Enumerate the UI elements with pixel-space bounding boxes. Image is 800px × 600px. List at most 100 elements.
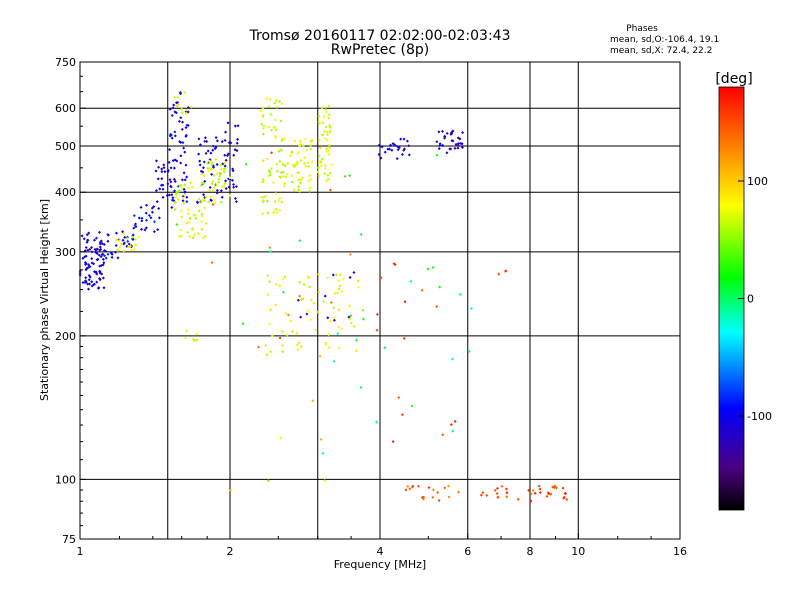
data-point xyxy=(340,327,344,331)
x-tick-label: 2 xyxy=(227,545,234,558)
data-point xyxy=(133,244,137,248)
data-point xyxy=(450,139,454,143)
data-point xyxy=(456,146,460,150)
data-point xyxy=(359,385,363,389)
data-point xyxy=(320,157,324,161)
data-point xyxy=(500,484,504,488)
data-point xyxy=(295,343,299,347)
data-point xyxy=(327,153,331,157)
data-point xyxy=(106,233,110,237)
data-point xyxy=(87,278,91,282)
data-point xyxy=(479,493,483,497)
data-point xyxy=(92,270,96,274)
data-point xyxy=(140,219,144,223)
data-point xyxy=(317,174,321,178)
data-point xyxy=(167,160,171,164)
data-point xyxy=(223,161,227,165)
data-point xyxy=(319,164,323,168)
data-point xyxy=(273,134,277,138)
data-point xyxy=(94,236,98,240)
data-point xyxy=(308,174,312,178)
data-point xyxy=(264,344,268,348)
data-point xyxy=(327,113,331,117)
data-point xyxy=(460,142,464,146)
data-point xyxy=(199,200,203,204)
data-point xyxy=(215,191,219,195)
data-point xyxy=(332,318,336,322)
data-point xyxy=(144,203,148,207)
data-point xyxy=(269,166,273,170)
data-point xyxy=(395,157,399,161)
data-point xyxy=(224,179,228,183)
data-point xyxy=(202,174,206,178)
data-point xyxy=(316,310,320,314)
data-point xyxy=(194,216,198,220)
data-point xyxy=(290,150,294,154)
y-axis-ticks: 75 100 200 300 400 500 600 750 xyxy=(55,56,86,546)
data-point xyxy=(232,153,236,157)
data-point xyxy=(209,195,213,199)
data-point xyxy=(461,131,465,135)
data-point xyxy=(133,237,137,241)
data-point xyxy=(87,273,91,277)
data-point xyxy=(183,178,187,182)
data-point xyxy=(300,298,304,302)
data-point xyxy=(310,160,314,164)
data-point xyxy=(279,436,283,440)
data-point xyxy=(236,137,240,141)
data-point xyxy=(209,198,213,202)
data-point xyxy=(114,238,118,242)
data-point xyxy=(184,336,188,340)
data-point xyxy=(325,130,329,134)
data-point xyxy=(182,171,186,175)
data-point xyxy=(177,235,181,239)
data-point xyxy=(405,139,409,143)
stats-header: Phases xyxy=(626,24,658,34)
data-point xyxy=(317,114,321,118)
data-point xyxy=(186,110,190,114)
data-point xyxy=(261,126,265,130)
data-point xyxy=(527,488,531,492)
data-point xyxy=(323,163,327,167)
data-point xyxy=(202,193,206,197)
data-point xyxy=(217,180,221,184)
data-point xyxy=(307,165,311,169)
data-point xyxy=(185,221,189,225)
data-point xyxy=(467,349,471,353)
data-point xyxy=(222,184,226,188)
data-point xyxy=(460,145,464,149)
data-point xyxy=(232,182,236,186)
data-point xyxy=(206,149,210,153)
data-point xyxy=(163,170,167,174)
data-point xyxy=(356,285,360,289)
data-point xyxy=(173,207,177,211)
data-point xyxy=(278,208,282,212)
data-point xyxy=(173,200,177,204)
data-point xyxy=(278,100,282,104)
data-point xyxy=(114,244,118,248)
data-point xyxy=(375,420,379,424)
data-point xyxy=(321,121,325,125)
data-point xyxy=(335,291,339,295)
data-point xyxy=(451,429,455,433)
data-point xyxy=(176,95,180,99)
data-point xyxy=(215,183,219,187)
data-point xyxy=(322,129,326,133)
data-point xyxy=(183,91,187,95)
data-point xyxy=(268,97,272,101)
data-point xyxy=(181,120,185,124)
data-point xyxy=(446,484,450,488)
data-point xyxy=(101,257,105,261)
data-point xyxy=(181,141,185,145)
data-point xyxy=(277,149,281,153)
data-point xyxy=(90,246,94,250)
data-point xyxy=(279,148,283,152)
data-point xyxy=(234,185,238,189)
data-point xyxy=(156,177,160,181)
data-point xyxy=(399,137,403,141)
data-point xyxy=(317,154,321,158)
x-tick-label: 6 xyxy=(464,545,471,558)
data-point xyxy=(227,185,231,189)
data-point xyxy=(186,186,190,190)
